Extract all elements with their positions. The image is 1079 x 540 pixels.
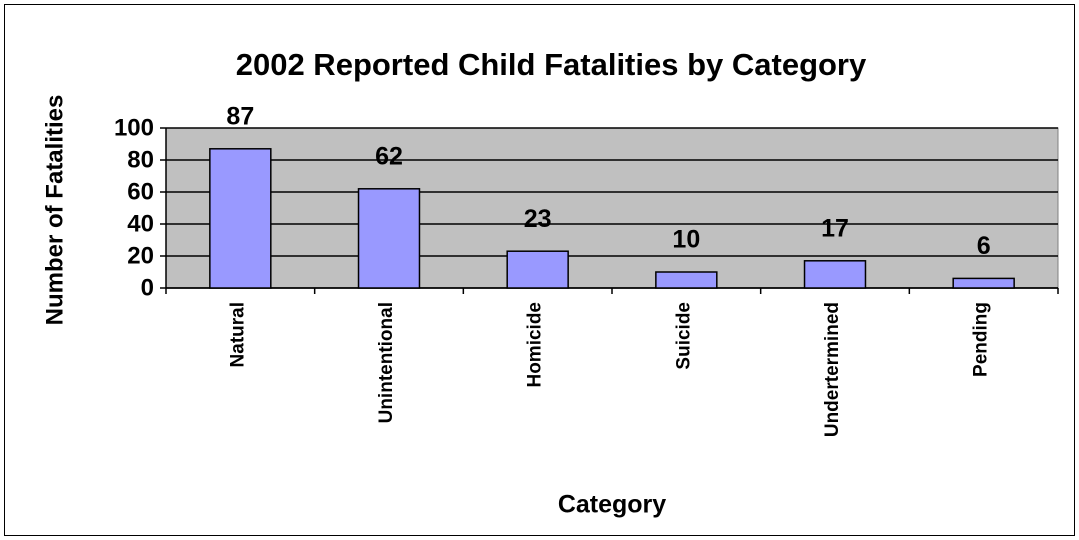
x-tick-label: Unintentional bbox=[376, 302, 397, 423]
y-tick-label: 60 bbox=[127, 178, 154, 205]
x-tick-label: Natural bbox=[227, 302, 248, 367]
y-tick-label: 100 bbox=[114, 114, 154, 141]
x-axis-title: Category bbox=[558, 491, 666, 519]
chart-title: 2002 Reported Child Fatalities by Catego… bbox=[236, 47, 867, 82]
y-tick-label: 40 bbox=[127, 210, 154, 237]
x-tick-label: Undertermined bbox=[822, 302, 843, 437]
bar bbox=[357, 188, 421, 289]
data-label: 17 bbox=[821, 214, 849, 242]
data-label: 10 bbox=[672, 226, 700, 254]
y-tick-label: 20 bbox=[127, 242, 154, 269]
data-label: 87 bbox=[226, 102, 254, 130]
bar bbox=[803, 260, 867, 289]
data-label: 6 bbox=[977, 232, 991, 260]
plot-area bbox=[165, 127, 1059, 289]
bar bbox=[506, 250, 569, 289]
bar bbox=[209, 148, 272, 289]
y-axis-title: Number of Fatalities bbox=[41, 95, 68, 326]
bar bbox=[952, 277, 1015, 289]
y-tick-label: 0 bbox=[141, 274, 154, 301]
x-tick-label: Pending bbox=[971, 302, 992, 377]
data-label: 62 bbox=[375, 142, 403, 170]
y-tick-label: 80 bbox=[127, 146, 154, 173]
x-tick-label: Suicide bbox=[673, 302, 694, 370]
bar bbox=[655, 271, 718, 289]
x-tick-label: Homicide bbox=[525, 302, 546, 388]
data-label: 23 bbox=[524, 205, 552, 233]
